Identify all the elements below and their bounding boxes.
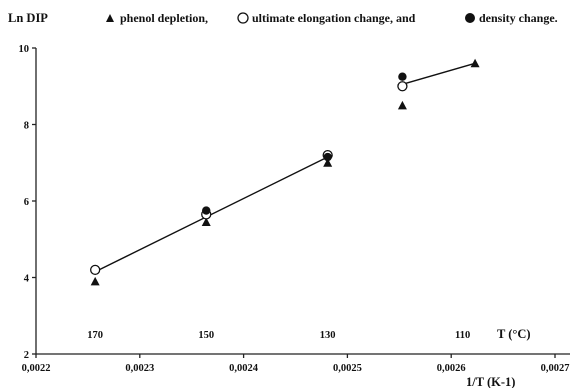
y-tick-label: 8 — [24, 121, 29, 132]
x-tick-label: 0,0024 — [229, 363, 259, 374]
legend: phenol depletion, ultimate elongation ch… — [106, 11, 558, 25]
temperature-tick-label: 110 — [455, 330, 470, 341]
x-tick-label: 0,0026 — [437, 363, 466, 374]
phenol-depletion-point — [397, 100, 407, 110]
x-ticks: 0,0022 0,0023 0,0024 0,0025 0,0026 0,0027 — [22, 354, 570, 374]
legend-triangle-marker — [106, 14, 114, 22]
y-ticks: 2 4 6 8 10 — [19, 44, 36, 361]
x-tick-label: 0,0023 — [125, 363, 154, 374]
data-points — [90, 58, 480, 286]
x-axis-label: 1/T (K-1) — [466, 375, 515, 388]
temperature-tick-labels: 170 150 130 110 — [87, 330, 470, 341]
fit-line — [402, 62, 476, 86]
legend-phenol-text: phenol depletion, — [120, 11, 208, 25]
fit-line — [94, 156, 328, 273]
density-change-point — [398, 72, 407, 81]
x-tick-label: 0,0022 — [22, 363, 51, 374]
phenol-depletion-point — [470, 58, 480, 68]
elongation-change-point — [90, 264, 101, 276]
y-tick-label: 10 — [19, 44, 30, 55]
fit-lines — [94, 62, 476, 273]
phenol-depletion-point — [323, 158, 333, 167]
y-tick-label: 4 — [24, 274, 30, 285]
legend-elongation-text: ultimate elongation change, and — [252, 11, 416, 25]
y-axis-label: Ln DIP — [8, 11, 48, 25]
x-tick-label: 0,0025 — [333, 363, 362, 374]
legend-open-circle-marker — [237, 12, 249, 24]
x-tick-label: 0,0027 — [541, 363, 570, 374]
temperature-tick-label: 130 — [320, 330, 336, 341]
temperature-tick-label: 170 — [87, 330, 103, 341]
density-change-point — [202, 206, 211, 215]
legend-filled-circle-marker — [465, 13, 475, 23]
phenol-depletion-point — [201, 217, 211, 227]
elongation-change-point — [397, 81, 408, 92]
density-change-point — [323, 152, 332, 162]
y-tick-label: 6 — [24, 197, 29, 208]
temperature-tick-label: 150 — [198, 330, 214, 341]
y-tick-label: 2 — [24, 350, 29, 361]
legend-density-text: density change. — [479, 11, 558, 25]
temperature-axis-label: T (°C) — [497, 327, 531, 341]
phenol-depletion-point — [90, 276, 100, 286]
